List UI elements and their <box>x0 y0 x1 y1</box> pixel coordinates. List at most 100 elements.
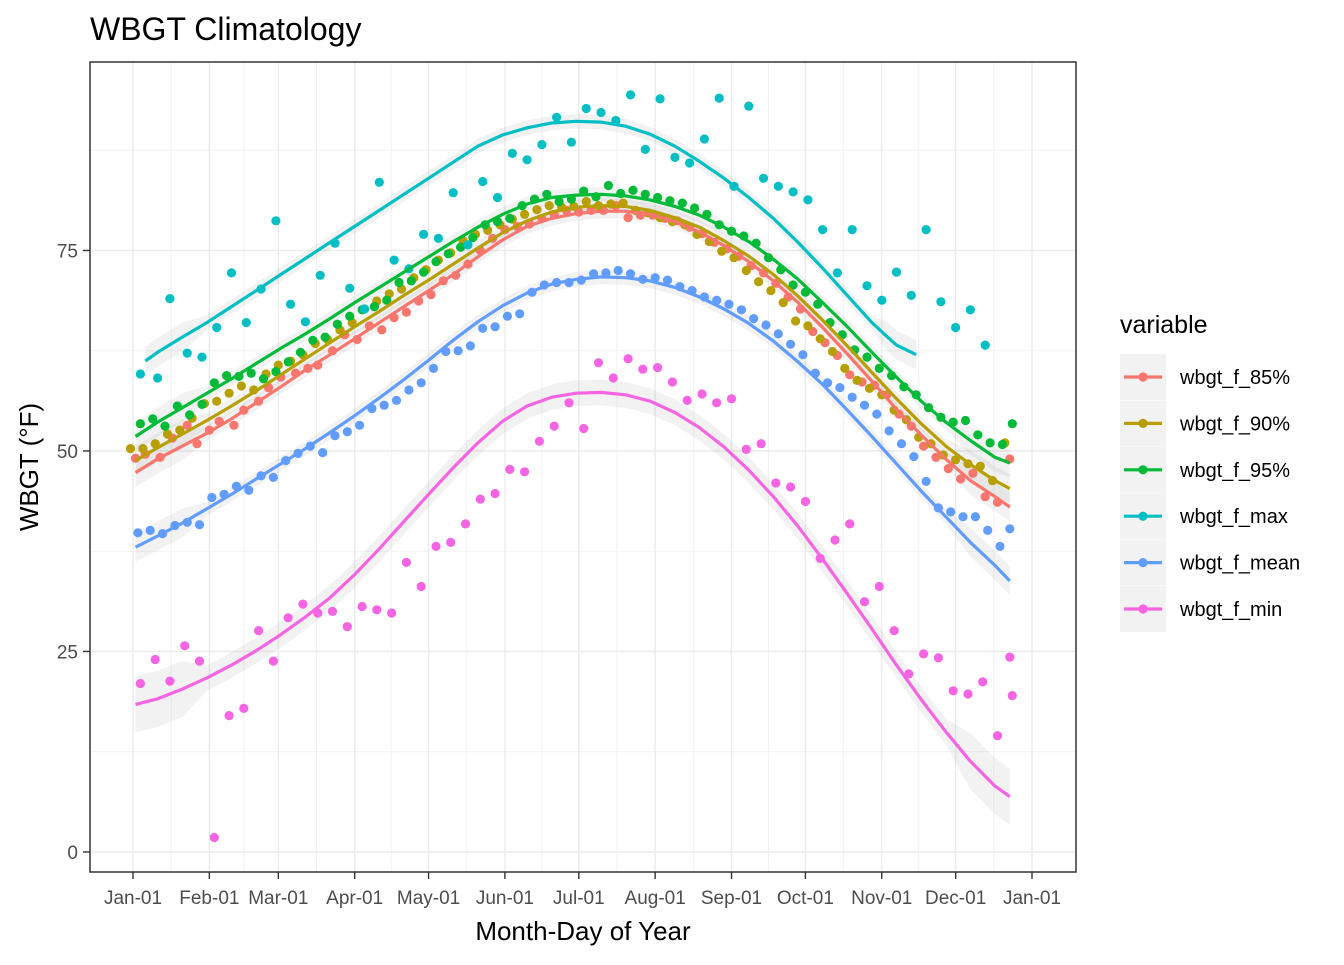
data-point <box>194 656 205 666</box>
data-point <box>685 158 695 168</box>
data-point <box>931 452 941 462</box>
data-point <box>682 395 692 405</box>
data-point <box>744 101 754 111</box>
data-point <box>283 357 293 367</box>
data-point <box>448 188 458 198</box>
data-point <box>379 400 389 410</box>
data-point <box>936 297 946 307</box>
data-point <box>520 467 530 477</box>
data-point <box>391 395 402 405</box>
data-point <box>786 339 796 349</box>
data-point <box>638 364 648 374</box>
data-point <box>697 389 707 399</box>
smooth-curve <box>135 390 1011 798</box>
data-point <box>318 448 328 458</box>
data-point <box>239 703 249 714</box>
data-point <box>862 352 872 362</box>
panel-border <box>89 61 1077 873</box>
data-point <box>162 429 173 439</box>
data-point <box>209 378 219 388</box>
smooth-curves <box>134 119 1011 798</box>
confidence-band <box>135 204 1010 522</box>
data-point <box>342 427 352 437</box>
y-tick-label: 50 <box>57 442 78 463</box>
legend-title: variable <box>1120 311 1208 339</box>
data-point <box>1007 691 1017 701</box>
x-tick-label: Nov-01 <box>851 888 912 909</box>
data-point <box>125 444 136 454</box>
data-point <box>791 316 801 326</box>
data-point <box>197 399 207 409</box>
data-point <box>185 410 195 420</box>
data-point <box>268 472 278 482</box>
data-point <box>271 216 281 226</box>
data-point <box>443 249 453 259</box>
data-point <box>419 229 429 239</box>
data-point <box>401 307 411 317</box>
data-point <box>428 363 439 373</box>
data-point <box>150 439 160 449</box>
data-point <box>286 299 296 309</box>
data-point <box>628 185 638 195</box>
plot-panel <box>90 62 1076 872</box>
data-point <box>505 213 515 223</box>
data-point <box>756 439 766 449</box>
x-axis-label: Month-Day of Year <box>475 916 691 946</box>
legend-key-point <box>1138 465 1148 475</box>
data-point <box>212 396 222 406</box>
data-point <box>896 439 907 449</box>
data-point <box>960 415 971 426</box>
data-point <box>889 626 899 636</box>
data-point <box>714 93 724 103</box>
data-point <box>433 233 443 243</box>
data-point <box>431 541 441 552</box>
data-point <box>207 492 217 503</box>
data-point <box>800 496 811 507</box>
data-point <box>507 148 517 158</box>
data-point <box>640 189 650 199</box>
data-point <box>180 641 190 651</box>
data-point <box>596 107 606 118</box>
data-point <box>773 329 783 339</box>
data-point <box>490 322 500 332</box>
data-point <box>667 377 678 387</box>
data-point <box>135 369 145 379</box>
data-point <box>1007 419 1017 429</box>
data-point <box>978 677 988 687</box>
data-point <box>465 341 475 351</box>
legend-label: wbgt_f_85% <box>1179 367 1290 389</box>
data-point <box>965 305 976 315</box>
data-point <box>933 653 944 663</box>
data-point <box>515 309 525 319</box>
data-point <box>505 464 515 474</box>
legend-label: wbgt_f_mean <box>1179 553 1300 575</box>
x-tick-label: Jun-01 <box>476 888 534 909</box>
data-point <box>478 323 488 333</box>
data-point <box>564 398 574 408</box>
data-point <box>625 269 636 279</box>
data-point <box>859 400 870 410</box>
data-point <box>874 581 884 592</box>
data-point <box>758 173 769 183</box>
data-point <box>212 322 222 333</box>
data-point <box>788 280 798 290</box>
data-point <box>798 350 808 360</box>
data-point <box>655 94 665 104</box>
data-point <box>226 268 237 278</box>
data-point <box>992 731 1003 741</box>
data-point <box>330 431 340 441</box>
data-point <box>382 295 392 305</box>
data-point <box>771 478 781 488</box>
legend-key-point <box>1138 511 1148 521</box>
y-tick-label: 75 <box>57 241 78 262</box>
x-tick-label: Jul-01 <box>553 888 605 909</box>
data-point <box>453 346 463 356</box>
data-point <box>374 177 384 187</box>
x-tick-label: May-01 <box>397 888 460 909</box>
confidence-band <box>135 379 1010 825</box>
data-point <box>946 507 956 517</box>
data-point <box>552 112 562 122</box>
data-point <box>919 649 929 659</box>
data-point <box>135 419 145 429</box>
